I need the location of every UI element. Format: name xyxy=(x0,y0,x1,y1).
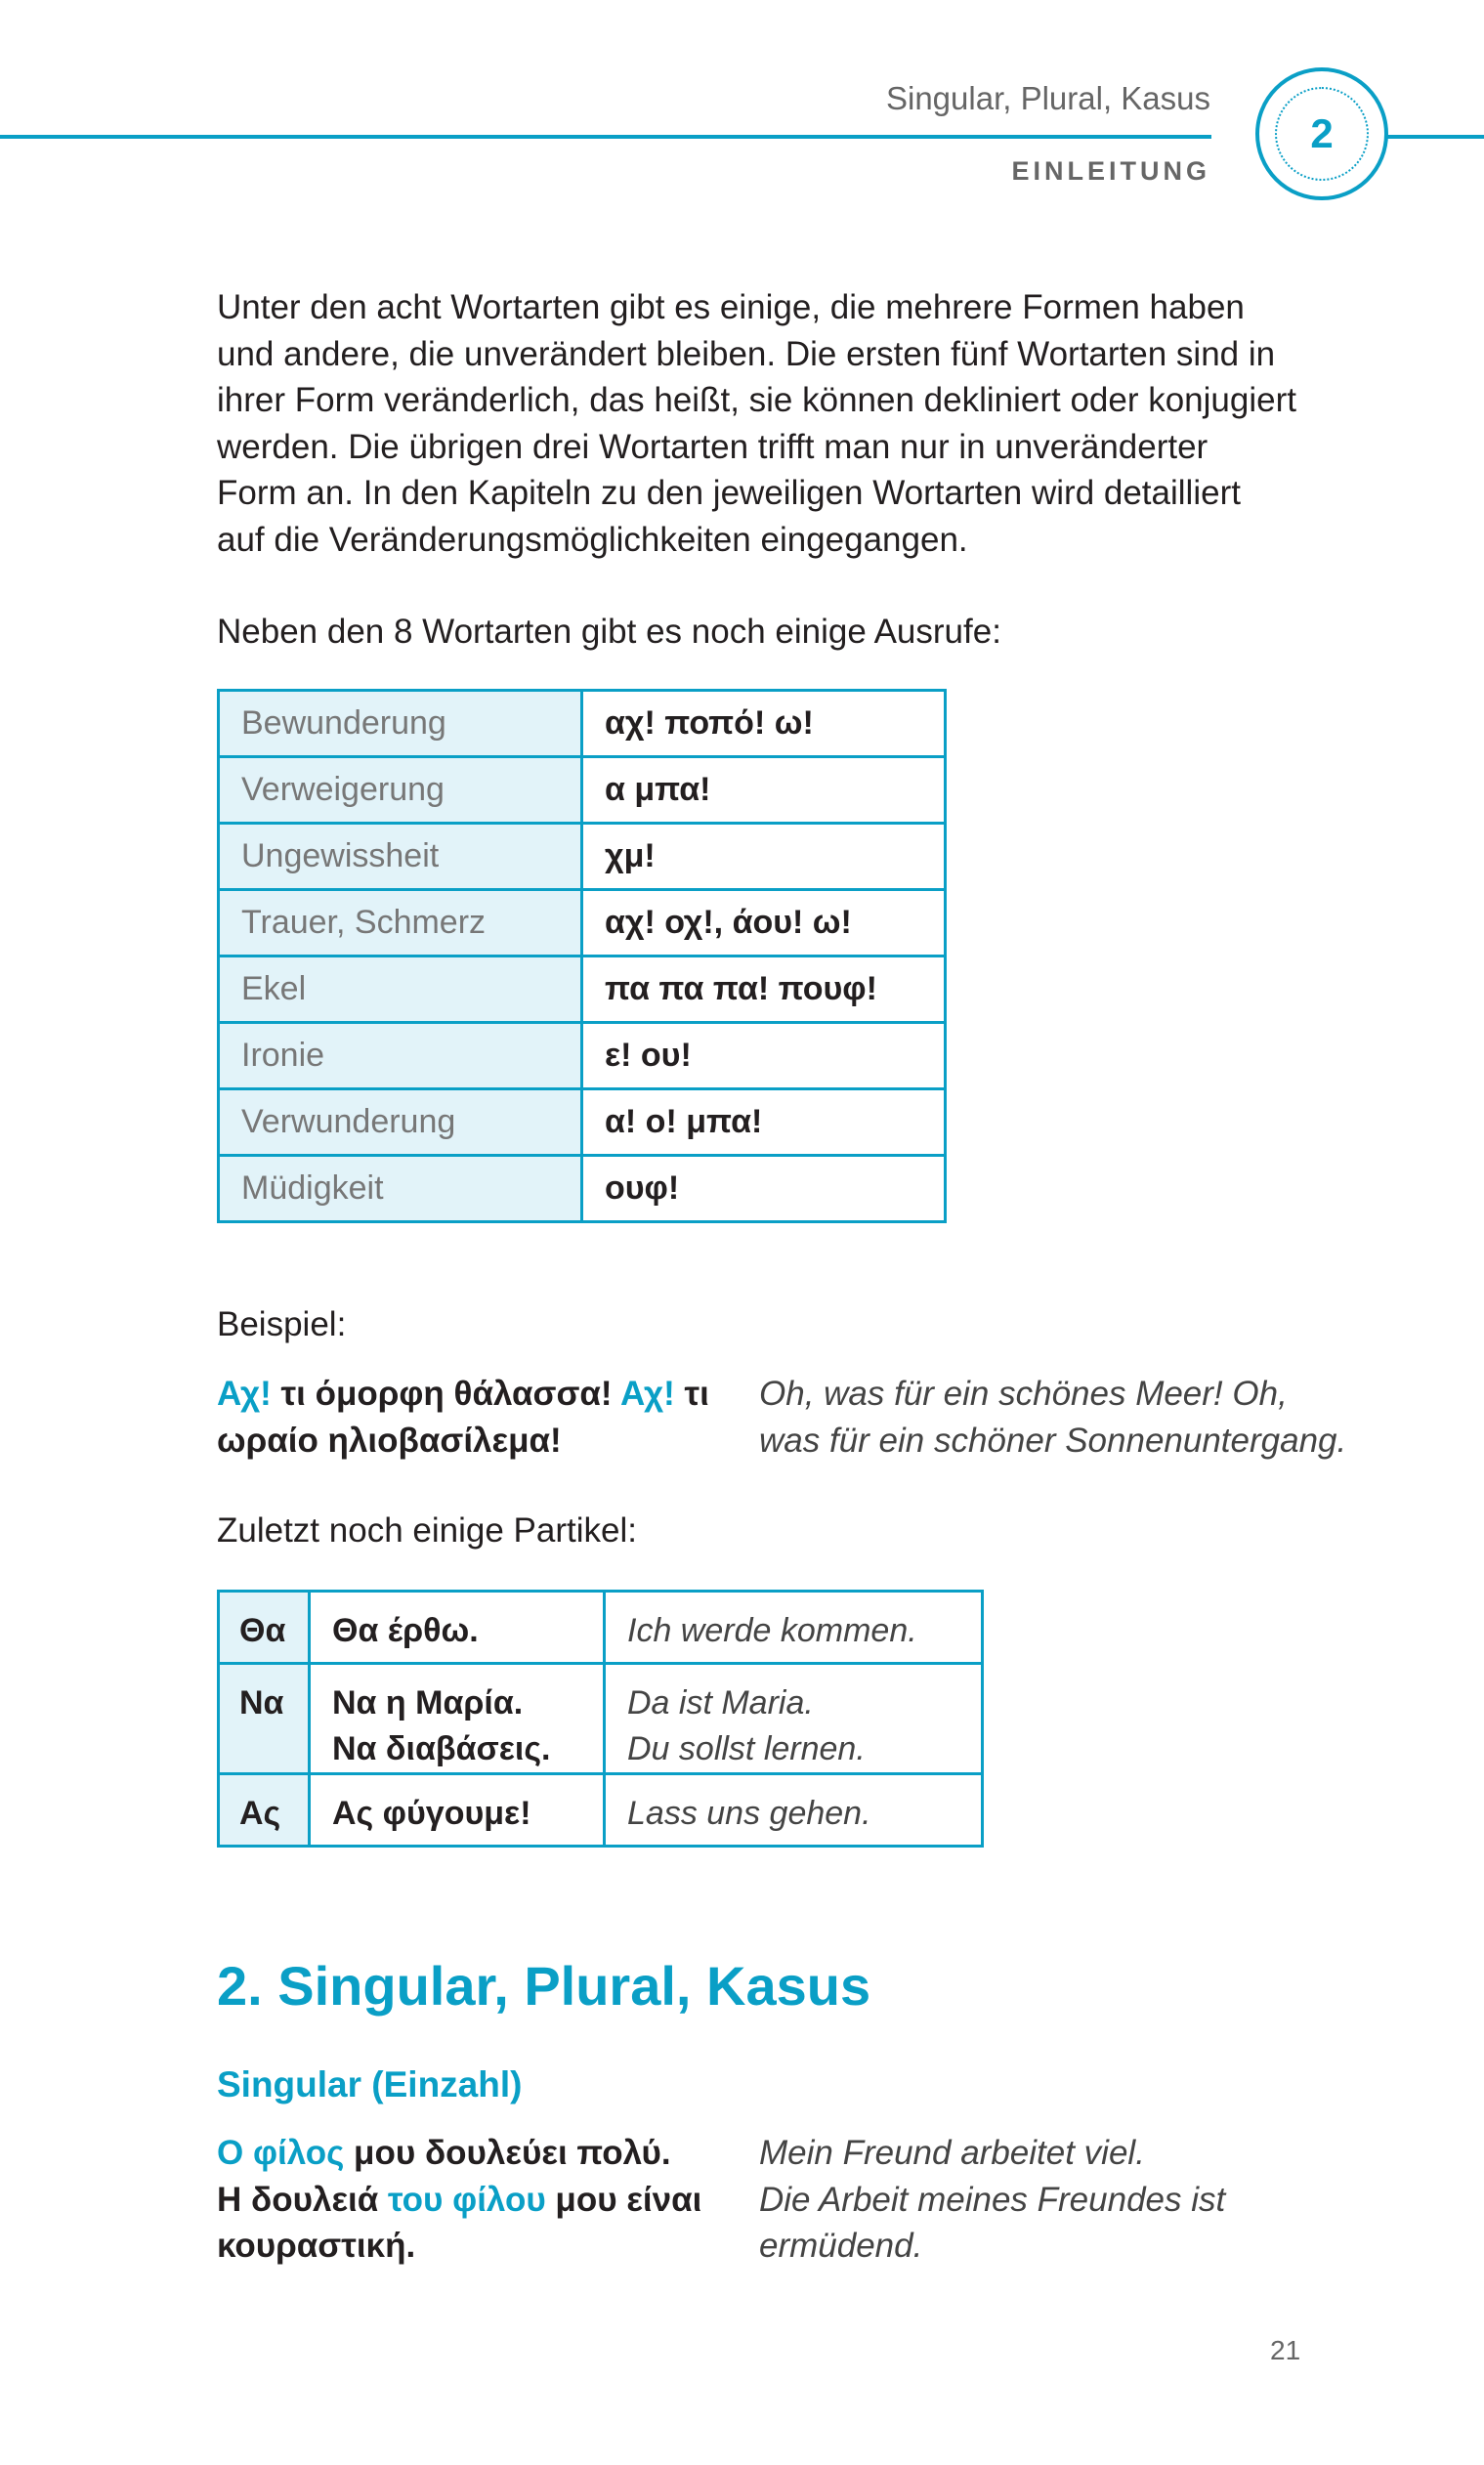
highlight: Αχ! xyxy=(217,1375,272,1413)
exclamations-table: Bewunderung αχ! ποπό! ω! Verweigerung α μπ… xyxy=(217,689,947,1223)
singular-example-german: Mein Freund arbeitet viel. Die Arbeit me… xyxy=(759,2130,1443,2270)
greek-exclamation: χμ! xyxy=(580,822,947,891)
text: ωραίο ηλιοβασίλεμα! xyxy=(217,1421,562,1460)
emotion-label: Müdigkeit xyxy=(217,1154,583,1223)
greek-example: Θα έρθω. xyxy=(308,1590,606,1665)
table-row: Trauer, Schmerz αχ! οχ!, άου! ω! xyxy=(217,888,947,957)
highlight: Αχ! xyxy=(620,1375,675,1413)
emotion-label: Verwunderung xyxy=(217,1087,583,1157)
greek-example: Να η Μαρία. Να διαβάσεις. xyxy=(308,1662,606,1775)
greek-exclamation: α μπα! xyxy=(580,755,947,825)
emotion-label: Bewunderung xyxy=(217,689,583,758)
particle: Να xyxy=(217,1662,311,1775)
singular-example-greek: Ο φίλος μου δουλεύει πολύ. Η δουλειά του… xyxy=(217,2130,744,2270)
translation-line: Mein Freund arbeitet viel. xyxy=(759,2134,1145,2172)
emotion-label: Verweigerung xyxy=(217,755,583,825)
table-row: Ironie ε! ου! xyxy=(217,1021,947,1090)
text: τι xyxy=(674,1375,709,1413)
header-rule-right xyxy=(1387,135,1484,139)
header-rule-left xyxy=(0,135,1211,139)
translation-line: Die Arbeit meines Freundes ist xyxy=(759,2180,1226,2219)
table-row: Ungewissheit χμ! xyxy=(217,822,947,891)
greek-exclamation: ουφ! xyxy=(580,1154,947,1223)
text: τι όμορφη θάλασσα! xyxy=(271,1375,621,1413)
intro-line: und andere, die unverändert bleiben. Die… xyxy=(217,334,1276,373)
german-translation: Ich werde kommen. xyxy=(603,1590,984,1665)
greek-exclamation: αχ! οχ!, άου! ω! xyxy=(580,888,947,957)
text: μου είναι xyxy=(545,2180,702,2219)
greek-line: Θα έρθω. xyxy=(332,1612,479,1649)
table-row: Bewunderung αχ! ποπό! ω! xyxy=(217,689,947,758)
german-line: Lass uns gehen. xyxy=(627,1795,871,1832)
emotion-label: Trauer, Schmerz xyxy=(217,888,583,957)
section-subheading: Singular (Einzahl) xyxy=(217,2064,523,2104)
particle: Ας xyxy=(217,1772,311,1848)
chapter-number: 2 xyxy=(1275,87,1369,181)
example-label: Beispiel: xyxy=(217,1305,347,1343)
intro-line: werden. Die übrigen drei Wortarten triff… xyxy=(217,427,1208,466)
translation-line: ermüdend. xyxy=(759,2227,923,2265)
greek-exclamation: αχ! ποπό! ω! xyxy=(580,689,947,758)
greek-exclamation: πα πα πα! πουφ! xyxy=(580,955,947,1024)
table-row: Müdigkeit ουφ! xyxy=(217,1154,947,1223)
highlight: Ο φίλος xyxy=(217,2134,345,2172)
translation-line: Oh, was für ein schönes Meer! Oh, xyxy=(759,1375,1288,1413)
intro-line: auf die Veränderungsmöglichkeiten eingeg… xyxy=(217,520,968,559)
table-row: Θα Θα έρθω. Ich werde kommen. xyxy=(217,1590,984,1665)
section-label: EINLEITUNG xyxy=(1011,156,1210,186)
example-greek: Αχ! τι όμορφη θάλασσα! Αχ! τι ωραίο ηλιο… xyxy=(217,1371,725,1464)
table-row: Να Να η Μαρία. Να διαβάσεις. Da ist Maria… xyxy=(217,1662,984,1775)
particles-intro: Zuletzt noch einige Partikel: xyxy=(217,1511,637,1550)
intro-line: Unter den acht Wortarten gibt es einige,… xyxy=(217,288,1245,326)
particle: Θα xyxy=(217,1590,311,1665)
german-line: Du sollst lernen. xyxy=(627,1730,866,1767)
table-row: Ας Ας φύγουμε! Lass uns gehen. xyxy=(217,1772,984,1848)
greek-exclamation: ε! ου! xyxy=(580,1021,947,1090)
highlight: του φίλου xyxy=(388,2180,546,2219)
emotion-label: Ironie xyxy=(217,1021,583,1090)
page-number: 21 xyxy=(1270,2335,1301,2365)
german-line: Da ist Maria. xyxy=(627,1684,814,1721)
german-translation: Lass uns gehen. xyxy=(603,1772,984,1848)
section-heading: 2. Singular, Plural, Kasus xyxy=(217,1955,871,2017)
greek-example: Ας φύγουμε! xyxy=(308,1772,606,1848)
exclamations-intro: Neben den 8 Wortarten gibt es noch einig… xyxy=(217,613,1001,651)
emotion-label: Ekel xyxy=(217,955,583,1024)
greek-line: Ας φύγουμε! xyxy=(332,1795,531,1832)
german-translation: Da ist Maria. Du sollst lernen. xyxy=(603,1662,984,1775)
table-row: Ekel πα πα πα! πουφ! xyxy=(217,955,947,1024)
text: Η δουλειά xyxy=(217,2180,389,2219)
emotion-label: Ungewissheit xyxy=(217,822,583,891)
running-title: Singular, Plural, Kasus xyxy=(885,80,1210,116)
table-row: Verweigerung α μπα! xyxy=(217,755,947,825)
text: μου δουλεύει πολύ. xyxy=(344,2134,671,2172)
greek-exclamation: α! ο! μπα! xyxy=(580,1087,947,1157)
intro-paragraph: Unter den acht Wortarten gibt es einige,… xyxy=(217,284,1311,563)
translation-line: was für ein schöner Sonnenuntergang. xyxy=(759,1421,1347,1460)
greek-line: Να η Μαρία. xyxy=(332,1684,524,1721)
text: κουραστική. xyxy=(217,2227,416,2265)
intro-line: ihrer Form veränderlich, das heißt, sie … xyxy=(217,381,1296,419)
german-line: Ich werde kommen. xyxy=(627,1612,917,1649)
particles-table: Θα Θα έρθω. Ich werde kommen. Να Να η Μα… xyxy=(217,1590,984,1848)
intro-line: Form an. In den Kapiteln zu den jeweilig… xyxy=(217,474,1241,512)
greek-line: Να διαβάσεις. xyxy=(332,1730,551,1767)
example-german: Oh, was für ein schönes Meer! Oh, was fü… xyxy=(759,1371,1443,1464)
chapter-badge: 2 xyxy=(1255,67,1388,200)
table-row: Verwunderung α! ο! μπα! xyxy=(217,1087,947,1157)
